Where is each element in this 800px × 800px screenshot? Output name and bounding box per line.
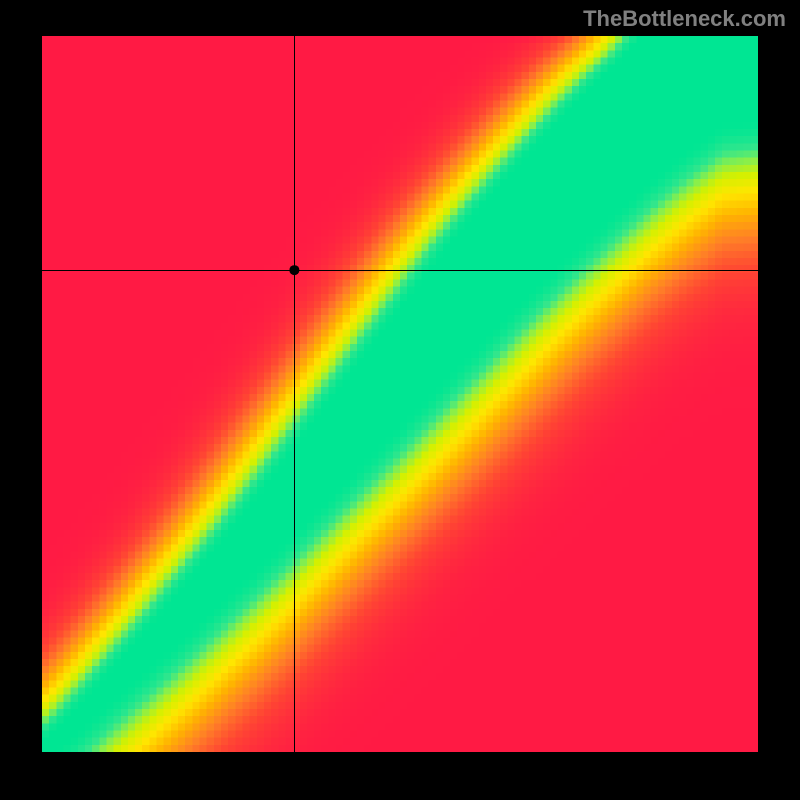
crosshair-overlay [42,36,758,752]
source-watermark: TheBottleneck.com [583,6,786,32]
chart-container: TheBottleneck.com [0,0,800,800]
